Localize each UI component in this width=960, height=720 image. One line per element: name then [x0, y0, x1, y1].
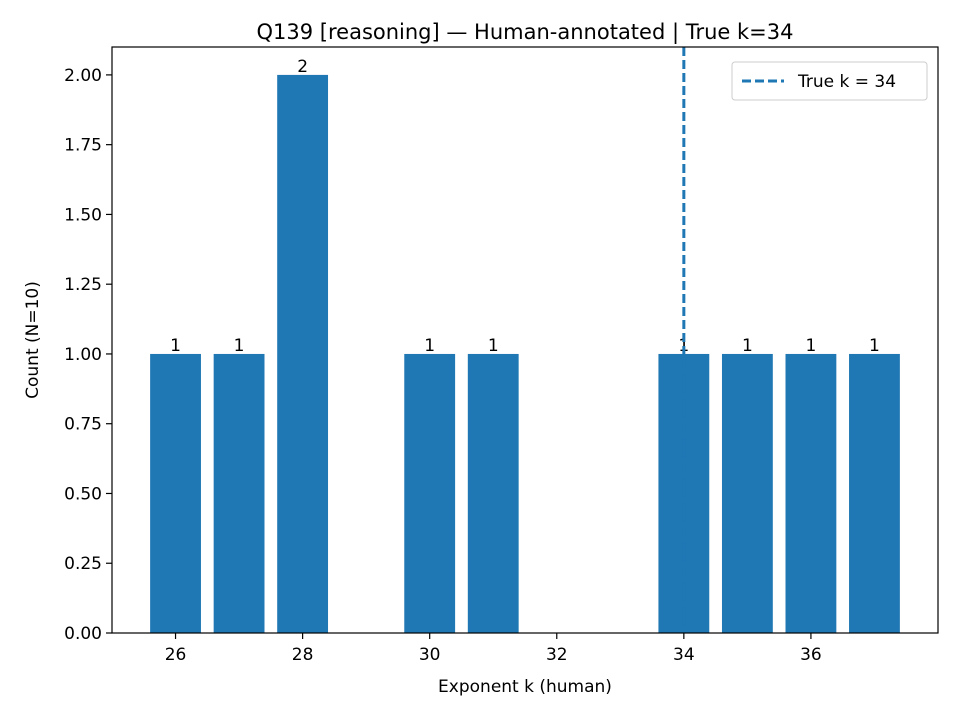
bar-31: [467, 353, 519, 633]
legend: True k = 34: [731, 61, 928, 101]
bar-label-27: 1: [234, 336, 245, 356]
y-tick-label: 0.25: [64, 554, 102, 574]
bar-label-37: 1: [869, 336, 880, 356]
x-axis-label: Exponent k (human): [438, 677, 612, 697]
bar-label-28: 2: [297, 57, 308, 77]
bar-28: [277, 74, 329, 633]
y-tick-label: 1.25: [64, 275, 102, 295]
bar-label-26: 1: [170, 336, 181, 356]
bar-label-36: 1: [806, 336, 817, 356]
y-tick-label: 0.75: [64, 415, 102, 435]
y-tick-label: 1.00: [64, 345, 102, 365]
x-tick-label: 36: [800, 645, 822, 665]
y-axis-label: Count (N=10): [23, 281, 43, 399]
y-tick-label: 0.00: [64, 624, 102, 644]
bar-label-30: 1: [424, 336, 435, 356]
legend-box: [731, 61, 928, 101]
bar-label-35: 1: [742, 336, 753, 356]
x-tick-label: 32: [546, 645, 568, 665]
x-axis-ticks: 26 28 30 32 34 36: [165, 633, 822, 665]
x-tick-label: 28: [292, 645, 314, 665]
bar-27: [213, 353, 265, 633]
bar-labels-group: 1 1 2 1 1 1 1 1 1: [170, 57, 880, 356]
y-tick-label: 1.75: [64, 136, 102, 156]
x-tick-label: 26: [165, 645, 187, 665]
bar-30: [404, 353, 456, 633]
chart-title: Q139 [reasoning] — Human-annotated | Tru…: [257, 20, 794, 45]
bar-label-34: 1: [678, 336, 689, 356]
bar-36: [785, 353, 837, 633]
bar-26: [150, 353, 201, 633]
bar-35: [721, 353, 773, 633]
y-tick-label: 2.00: [64, 66, 102, 86]
y-tick-label: 0.50: [64, 484, 102, 504]
x-tick-label: 34: [673, 645, 695, 665]
bar-37: [849, 353, 900, 633]
x-tick-label: 30: [419, 645, 441, 665]
legend-entry: True k = 34: [797, 72, 896, 92]
bars-group: [150, 74, 900, 633]
plot-frame: [111, 46, 939, 634]
y-tick-label: 1.50: [64, 205, 102, 225]
bar-label-31: 1: [488, 336, 499, 356]
y-axis-ticks: 0.00 0.25 0.50 0.75 1.00 1.25 1.50 1.75 2.00: [64, 66, 112, 644]
